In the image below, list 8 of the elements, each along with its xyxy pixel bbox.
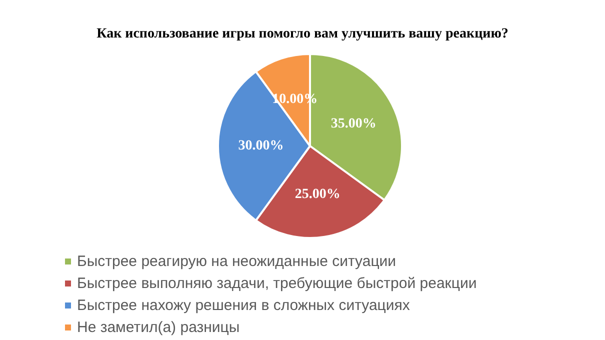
data-label: 25.00% (294, 186, 340, 202)
chart-title: Как использование игры помогло вам улучшить вашу реакцию? (96, 26, 508, 42)
legend-label: Быстрее реагирую на неожиданные ситуации (77, 253, 396, 270)
legend-label: Быстрее нахожу решения в сложных ситуациях (77, 297, 410, 314)
legend-label: Быстрее выполняю задачи, требующие быстрой реакции (77, 275, 477, 292)
data-label: 30.00% (238, 138, 284, 154)
legend-label: Не заметил(а) разницы (77, 319, 240, 336)
data-label: 35.00% (330, 116, 376, 132)
